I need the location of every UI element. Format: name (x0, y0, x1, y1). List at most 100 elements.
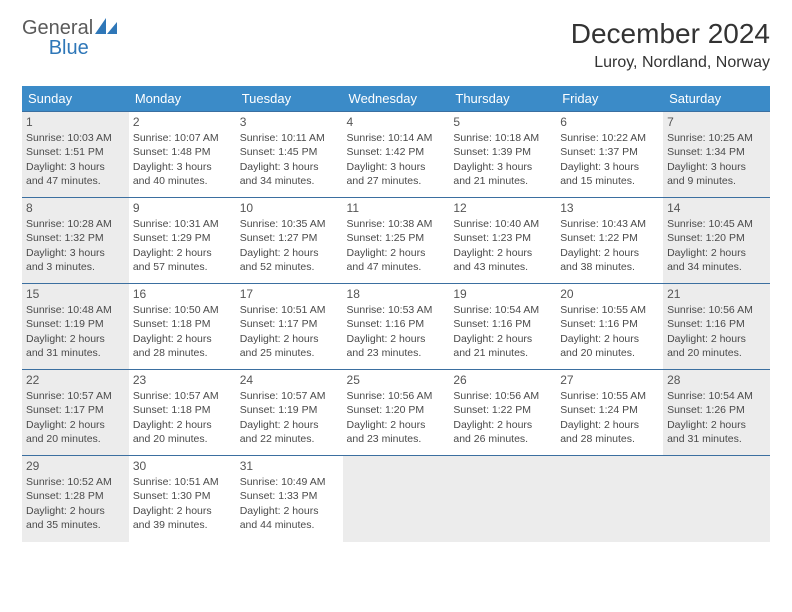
daylight-line: Daylight: 2 hours and 23 minutes. (347, 332, 446, 360)
sunset-line: Sunset: 1:51 PM (26, 145, 125, 159)
daylight-line: Daylight: 2 hours and 38 minutes. (560, 246, 659, 274)
daylight-line: Daylight: 2 hours and 20 minutes. (133, 418, 232, 446)
sunset-line: Sunset: 1:22 PM (560, 231, 659, 245)
logo-word2: Blue (49, 38, 89, 58)
day-number: 6 (560, 114, 659, 130)
day-number: 3 (240, 114, 339, 130)
sunrise-line: Sunrise: 10:52 AM (26, 475, 125, 489)
sunrise-line: Sunrise: 10:51 AM (240, 303, 339, 317)
sunset-line: Sunset: 1:30 PM (133, 489, 232, 503)
sunset-line: Sunset: 1:24 PM (560, 403, 659, 417)
logo: General Ge Blue (22, 18, 117, 58)
day-number: 28 (667, 372, 766, 388)
sunrise-line: Sunrise: 10:57 AM (133, 389, 232, 403)
day-cell: 24Sunrise: 10:57 AMSunset: 1:19 PMDaylig… (236, 370, 343, 456)
day-number: 15 (26, 286, 125, 302)
sunrise-line: Sunrise: 10:25 AM (667, 131, 766, 145)
logo-word1: General (22, 18, 93, 38)
sunset-line: Sunset: 1:33 PM (240, 489, 339, 503)
empty-cell (556, 456, 663, 542)
daylight-line: Daylight: 2 hours and 20 minutes. (667, 332, 766, 360)
day-cell: 22Sunrise: 10:57 AMSunset: 1:17 PMDaylig… (22, 370, 129, 456)
day-number: 9 (133, 200, 232, 216)
sunrise-line: Sunrise: 10:03 AM (26, 131, 125, 145)
sunset-line: Sunset: 1:16 PM (667, 317, 766, 331)
sunrise-line: Sunrise: 10:40 AM (453, 217, 552, 231)
empty-cell (449, 456, 556, 542)
day-cell: 4Sunrise: 10:14 AMSunset: 1:42 PMDayligh… (343, 112, 450, 198)
daylight-line: Daylight: 3 hours and 21 minutes. (453, 160, 552, 188)
day-cell: 16Sunrise: 10:50 AMSunset: 1:18 PMDaylig… (129, 284, 236, 370)
daylight-line: Daylight: 3 hours and 40 minutes. (133, 160, 232, 188)
day-number: 24 (240, 372, 339, 388)
sunset-line: Sunset: 1:42 PM (347, 145, 446, 159)
day-number: 2 (133, 114, 232, 130)
sunrise-line: Sunrise: 10:54 AM (667, 389, 766, 403)
sunset-line: Sunset: 1:28 PM (26, 489, 125, 503)
day-cell: 20Sunrise: 10:55 AMSunset: 1:16 PMDaylig… (556, 284, 663, 370)
dow-sunday: Sunday (22, 86, 129, 112)
sunrise-line: Sunrise: 10:11 AM (240, 131, 339, 145)
dow-tuesday: Tuesday (236, 86, 343, 112)
day-cell: 30Sunrise: 10:51 AMSunset: 1:30 PMDaylig… (129, 456, 236, 542)
sunrise-line: Sunrise: 10:54 AM (453, 303, 552, 317)
sunrise-line: Sunrise: 10:50 AM (133, 303, 232, 317)
daylight-line: Daylight: 3 hours and 34 minutes. (240, 160, 339, 188)
daylight-line: Daylight: 3 hours and 47 minutes. (26, 160, 125, 188)
sunset-line: Sunset: 1:17 PM (26, 403, 125, 417)
sunrise-line: Sunrise: 10:56 AM (667, 303, 766, 317)
dow-row: Sunday Monday Tuesday Wednesday Thursday… (22, 86, 770, 112)
day-number: 8 (26, 200, 125, 216)
day-number: 17 (240, 286, 339, 302)
day-cell: 25Sunrise: 10:56 AMSunset: 1:20 PMDaylig… (343, 370, 450, 456)
sunrise-line: Sunrise: 10:57 AM (240, 389, 339, 403)
calendar-table: Sunday Monday Tuesday Wednesday Thursday… (22, 86, 770, 542)
sunset-line: Sunset: 1:16 PM (347, 317, 446, 331)
day-cell: 2Sunrise: 10:07 AMSunset: 1:48 PMDayligh… (129, 112, 236, 198)
sunset-line: Sunset: 1:18 PM (133, 403, 232, 417)
daylight-line: Daylight: 2 hours and 52 minutes. (240, 246, 339, 274)
daylight-line: Daylight: 3 hours and 3 minutes. (26, 246, 125, 274)
day-number: 19 (453, 286, 552, 302)
sunrise-line: Sunrise: 10:14 AM (347, 131, 446, 145)
day-cell: 31Sunrise: 10:49 AMSunset: 1:33 PMDaylig… (236, 456, 343, 542)
sunset-line: Sunset: 1:37 PM (560, 145, 659, 159)
day-number: 7 (667, 114, 766, 130)
sunset-line: Sunset: 1:17 PM (240, 317, 339, 331)
day-number: 21 (667, 286, 766, 302)
daylight-line: Daylight: 2 hours and 25 minutes. (240, 332, 339, 360)
day-number: 13 (560, 200, 659, 216)
sunrise-line: Sunrise: 10:55 AM (560, 389, 659, 403)
day-cell: 6Sunrise: 10:22 AMSunset: 1:37 PMDayligh… (556, 112, 663, 198)
day-number: 27 (560, 372, 659, 388)
day-cell: 29Sunrise: 10:52 AMSunset: 1:28 PMDaylig… (22, 456, 129, 542)
day-cell: 7Sunrise: 10:25 AMSunset: 1:34 PMDayligh… (663, 112, 770, 198)
day-number: 11 (347, 200, 446, 216)
day-cell: 10Sunrise: 10:35 AMSunset: 1:27 PMDaylig… (236, 198, 343, 284)
sunrise-line: Sunrise: 10:45 AM (667, 217, 766, 231)
sunset-line: Sunset: 1:22 PM (453, 403, 552, 417)
day-cell: 19Sunrise: 10:54 AMSunset: 1:16 PMDaylig… (449, 284, 556, 370)
day-cell: 8Sunrise: 10:28 AMSunset: 1:32 PMDayligh… (22, 198, 129, 284)
day-number: 5 (453, 114, 552, 130)
daylight-line: Daylight: 2 hours and 34 minutes. (667, 246, 766, 274)
empty-cell (343, 456, 450, 542)
sunset-line: Sunset: 1:48 PM (133, 145, 232, 159)
daylight-line: Daylight: 2 hours and 47 minutes. (347, 246, 446, 274)
sunrise-line: Sunrise: 10:53 AM (347, 303, 446, 317)
sunrise-line: Sunrise: 10:43 AM (560, 217, 659, 231)
header: General Ge Blue December 2024 Luroy, Nor… (22, 18, 770, 72)
week-row: 22Sunrise: 10:57 AMSunset: 1:17 PMDaylig… (22, 370, 770, 456)
sunset-line: Sunset: 1:34 PM (667, 145, 766, 159)
day-cell: 17Sunrise: 10:51 AMSunset: 1:17 PMDaylig… (236, 284, 343, 370)
month-title: December 2024 (571, 18, 770, 50)
sunrise-line: Sunrise: 10:35 AM (240, 217, 339, 231)
day-cell: 27Sunrise: 10:55 AMSunset: 1:24 PMDaylig… (556, 370, 663, 456)
day-cell: 11Sunrise: 10:38 AMSunset: 1:25 PMDaylig… (343, 198, 450, 284)
daylight-line: Daylight: 2 hours and 39 minutes. (133, 504, 232, 532)
daylight-line: Daylight: 2 hours and 31 minutes. (667, 418, 766, 446)
day-cell: 9Sunrise: 10:31 AMSunset: 1:29 PMDayligh… (129, 198, 236, 284)
sunset-line: Sunset: 1:26 PM (667, 403, 766, 417)
day-number: 31 (240, 458, 339, 474)
sunset-line: Sunset: 1:20 PM (347, 403, 446, 417)
